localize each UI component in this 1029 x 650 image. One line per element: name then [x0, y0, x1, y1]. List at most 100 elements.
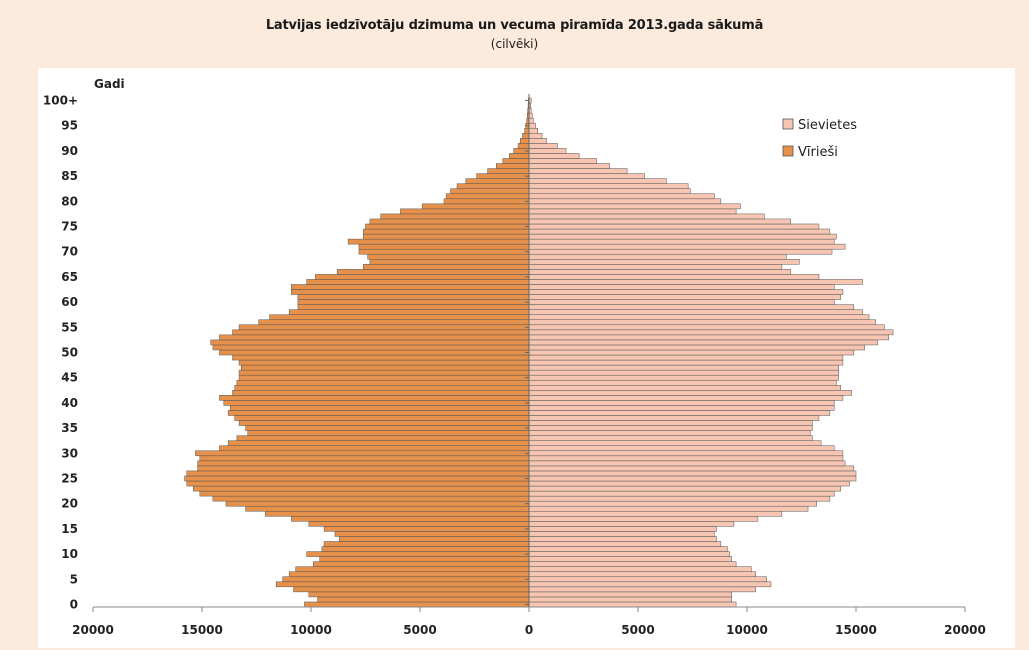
- bar-men-age-9: [319, 556, 530, 562]
- men-bars: [184, 97, 530, 608]
- bar-women-age-64: [528, 279, 863, 285]
- x-tick-label: 20000: [72, 623, 114, 637]
- bar-men-age-42: [232, 390, 530, 396]
- bar-men-age-91: [517, 143, 530, 149]
- bar-men-age-60: [297, 299, 530, 305]
- bar-women-age-47: [528, 364, 839, 371]
- bar-women-age-0: [528, 601, 737, 608]
- y-tick-label: 10: [61, 547, 78, 561]
- bar-women-age-77: [528, 213, 765, 220]
- bar-men-age-6: [288, 571, 530, 578]
- bar-women-age-62: [528, 289, 844, 295]
- y-tick-label: 30: [61, 446, 78, 460]
- bar-men-age-73: [363, 233, 530, 240]
- bar-men-age-36: [238, 420, 530, 426]
- bar-women-age-17: [528, 516, 759, 522]
- bar-men-age-28: [197, 460, 530, 467]
- bar-men-age-29: [199, 455, 530, 462]
- bar-women-age-75: [528, 223, 820, 230]
- bar-men-age-94: [524, 127, 530, 134]
- y-tick-label: 25: [61, 471, 78, 485]
- bar-men-age-11: [321, 546, 530, 552]
- bar-women-age-38: [528, 410, 831, 416]
- bar-men-age-41: [219, 395, 530, 401]
- x-tick-label: 20000: [944, 623, 986, 637]
- bar-women-age-83: [528, 183, 689, 189]
- bar-men-age-34: [247, 430, 530, 436]
- bar-women-age-20: [528, 500, 818, 507]
- bar-women-age-94: [528, 127, 538, 134]
- bar-women-age-58: [528, 309, 863, 315]
- bar-women-age-86: [528, 168, 628, 174]
- women-bars: [528, 97, 894, 608]
- bar-men-age-7: [295, 566, 530, 572]
- bar-men-age-49: [232, 354, 530, 361]
- bar-men-age-25: [184, 475, 530, 482]
- bar-women-age-30: [528, 450, 844, 457]
- bar-men-age-30: [195, 450, 530, 457]
- bar-men-age-93: [522, 133, 530, 139]
- bar-women-age-9: [528, 556, 732, 562]
- bar-women-age-63: [528, 284, 835, 290]
- y-tick-label: 15: [61, 522, 78, 536]
- bar-women-age-73: [528, 233, 837, 240]
- bar-women-age-59: [528, 304, 855, 310]
- y-tick-label: 80: [61, 194, 78, 208]
- x-tick-label: 15000: [835, 623, 877, 637]
- bar-women-age-7: [528, 566, 752, 572]
- bar-women-age-41: [528, 395, 844, 401]
- bar-men-age-35: [245, 425, 530, 431]
- bar-men-age-69: [367, 253, 530, 260]
- bar-men-age-83: [456, 183, 530, 189]
- bar-men-age-3: [293, 586, 530, 593]
- bar-men-age-77: [380, 213, 530, 220]
- bar-women-age-22: [528, 490, 835, 497]
- bar-men-age-79: [421, 203, 530, 210]
- bar-women-age-10: [528, 551, 730, 557]
- bar-women-age-23: [528, 485, 841, 492]
- bar-women-age-3: [528, 586, 756, 593]
- legend-swatch-1: [782, 145, 794, 157]
- bar-women-age-31: [528, 445, 835, 452]
- bar-women-age-80: [528, 198, 722, 205]
- y-tick-label: 45: [61, 371, 78, 385]
- bar-men-age-50: [219, 349, 530, 356]
- bar-women-age-24: [528, 480, 850, 487]
- bar-women-age-2: [528, 591, 732, 598]
- x-tick-label: 5000: [403, 623, 436, 637]
- bar-men-age-81: [445, 193, 530, 200]
- bar-women-age-5: [528, 576, 767, 583]
- bar-women-age-16: [528, 521, 735, 527]
- y-tick-labels: 0 5 10 15 20 25 30 35 40 45 50 55 60 65 70 75 80 85 90 95 10…: [43, 94, 78, 612]
- y-tick-label: 90: [61, 144, 78, 158]
- y-tick-label: 85: [61, 169, 78, 183]
- bar-men-age-53: [219, 334, 530, 341]
- x-tick-labels: 20000 15000 10000 5000 0 5000 10000 15000 20000: [72, 623, 986, 637]
- bar-women-age-40: [528, 400, 835, 406]
- bar-women-age-92: [528, 138, 547, 144]
- legend-label-1: Vīrieši: [798, 145, 838, 160]
- bar-women-age-14: [528, 531, 715, 537]
- bar-women-age-93: [528, 133, 543, 139]
- bar-men-age-63: [291, 284, 530, 290]
- y-tick-label: 75: [61, 220, 78, 234]
- bar-men-age-52: [210, 339, 530, 346]
- bar-women-age-65: [528, 274, 820, 280]
- bar-women-age-19: [528, 505, 809, 512]
- bar-women-age-82: [528, 188, 691, 195]
- bar-women-age-53: [528, 334, 889, 341]
- bar-men-age-23: [193, 485, 530, 492]
- bar-women-age-56: [528, 319, 876, 326]
- x-tick-label: 10000: [290, 623, 332, 637]
- bar-men-age-57: [269, 314, 530, 320]
- bar-men-age-31: [219, 445, 530, 452]
- bar-women-age-48: [528, 359, 844, 366]
- bar-men-age-82: [450, 188, 530, 195]
- bar-women-age-28: [528, 460, 846, 467]
- bar-women-age-43: [528, 385, 841, 391]
- chart-subtitle: (cilvēki): [490, 37, 539, 51]
- bar-women-age-26: [528, 470, 857, 477]
- bar-men-age-10: [306, 551, 530, 557]
- bar-women-age-45: [528, 374, 839, 381]
- bar-women-age-57: [528, 314, 870, 320]
